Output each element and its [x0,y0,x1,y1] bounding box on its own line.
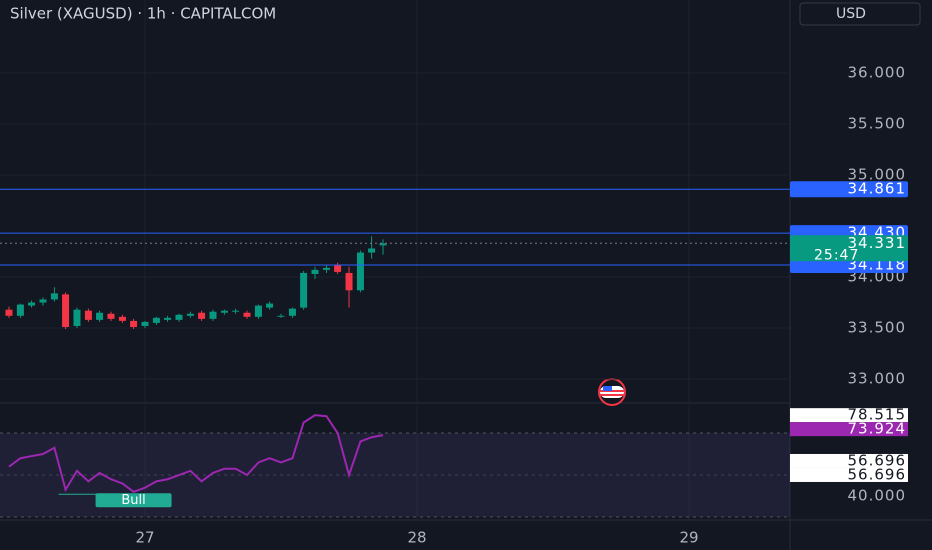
event-icon[interactable] [598,378,626,406]
candle-body [334,264,342,272]
value-marker [790,408,908,423]
y-tick-label: 35.000 [848,166,907,184]
rsi-line [8,414,384,493]
last-price-label: 34.331 [848,234,907,252]
annotation-text: Bull [121,493,145,508]
candle-body [84,310,92,320]
candle-body [107,313,115,319]
y-tick-label: 36.000 [848,64,907,82]
candle-body [175,314,183,320]
price-label: 34.861 [848,180,907,198]
candle-body [322,267,330,270]
countdown: 25:47 [814,247,859,263]
candle-body [62,294,70,328]
value-marker-label: 78.515 [848,406,907,424]
annotation-box [95,493,172,508]
candle-body [5,309,13,316]
candle-body [96,312,104,320]
candle-body [220,310,228,313]
y-tick-label: 33.000 [848,370,907,388]
candle-body [39,299,47,303]
candle-body [198,312,206,319]
value-marker [790,467,908,482]
candle-body [209,311,217,319]
candle-body [186,313,194,316]
candle-body [118,316,126,321]
y-tick-label: 40.000 [848,487,907,505]
x-tick-label: 27 [135,529,154,547]
candle-body [266,303,274,308]
candle-body [311,269,319,274]
candle-body [152,317,160,323]
candle-body [300,272,308,308]
candle-body [16,304,24,316]
candle-body [254,305,262,317]
y-tick-label: 33.500 [848,319,907,337]
value-marker-label: 73.924 [848,420,907,438]
value-marker [790,422,908,437]
candle-body [345,272,353,291]
price-label-box [790,181,908,198]
candle-body [379,243,387,246]
currency-button[interactable] [799,2,921,26]
candle-body [232,310,240,312]
candle-body [141,321,149,326]
x-tick-label: 28 [407,529,426,547]
y-tick-label: 35.500 [848,115,907,133]
candle-body [130,320,138,328]
candle-body [356,252,364,291]
value-marker-label: 56.696 [848,465,907,483]
candle-body [73,309,81,326]
candle-body [164,317,172,320]
x-tick-label: 29 [680,529,699,547]
currency-label[interactable]: USD [836,6,866,22]
candle-body [368,248,376,253]
candle-body [28,302,36,306]
candle-body [50,293,58,300]
chart-title: Silver (XAGUSD) · 1h · CAPITALCOM [10,5,276,23]
candle-body [243,312,251,317]
flag-canton[interactable] [603,386,612,391]
value-marker-label: 56.696 [848,451,907,469]
candle-body [288,308,296,316]
value-marker [790,453,908,468]
last-price-box [790,235,908,262]
candle-body [277,315,285,317]
flag-stripe[interactable] [600,394,624,396]
